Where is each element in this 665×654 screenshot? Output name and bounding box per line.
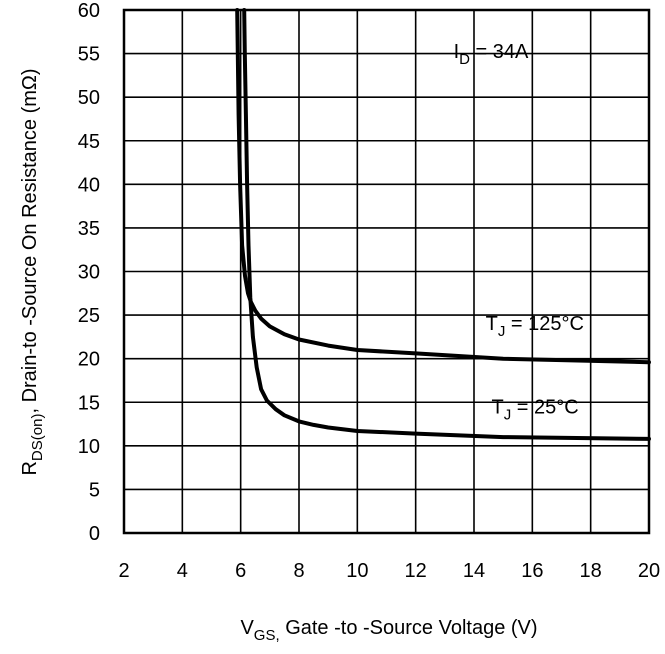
x-tick-label: 20: [638, 560, 660, 582]
annotation-main: I: [454, 41, 460, 63]
x-axis-label-sub: GS,: [254, 627, 280, 644]
y-tick-label: 5: [89, 479, 100, 501]
x-axis-label-main: V: [240, 617, 254, 639]
x-tick-label: 2: [118, 560, 129, 582]
plot-frame: [122, 8, 651, 535]
y-axis-label-rest: , Drain-to -Source On Resistance (mΩ): [19, 68, 41, 413]
y-tick-label: 50: [78, 87, 100, 109]
y-tick-label: 40: [78, 174, 100, 196]
y-axis-label-main: R: [19, 461, 41, 475]
annotation-0: ID = 34A: [454, 41, 529, 68]
y-tick-label: 25: [78, 305, 100, 327]
annotation-rest: = 25°C: [511, 397, 578, 419]
y-tick-label: 35: [78, 218, 100, 240]
x-tick-label: 16: [521, 560, 543, 582]
x-axis-label-rest: Gate -to -Source Voltage (V): [280, 617, 538, 639]
series-lines: [235, 8, 651, 441]
x-tick-label: 12: [405, 560, 427, 582]
x-tick-label: 4: [177, 560, 188, 582]
y-tick-label: 15: [78, 392, 100, 414]
y-tick-label: 45: [78, 131, 100, 153]
annotation-sub: D: [459, 51, 470, 68]
annotation-main: T: [486, 313, 498, 335]
grid-lines: [123, 9, 650, 534]
annotation-1: TJ = 125°C: [486, 313, 584, 340]
series-line-1: [242, 8, 651, 441]
annotation-main: T: [492, 397, 504, 419]
x-tick-label: 14: [463, 560, 485, 582]
annotation-rest: = 125°C: [505, 313, 584, 335]
annotation-2: TJ = 25°C: [492, 397, 579, 424]
series-line-0: [235, 8, 651, 365]
x-tick-label: 10: [346, 560, 368, 582]
y-tick-label: 30: [78, 262, 100, 284]
y-axis-label: RDS(on), Drain-to -Source On Resistance …: [19, 68, 46, 475]
x-tick-labels: 2 4 6 8 10 12 14 16 18 20: [118, 560, 660, 582]
annotation-rest: = 34A: [470, 41, 529, 63]
annotation-sub: J: [504, 407, 512, 424]
x-tick-label: 8: [293, 560, 304, 582]
y-axis-label-sub: DS(on): [29, 414, 46, 462]
x-tick-label: 6: [235, 560, 246, 582]
x-axis-label: VGS, Gate -to -Source Voltage (V): [240, 617, 537, 644]
x-tick-label: 18: [580, 560, 602, 582]
y-tick-label: 20: [78, 349, 100, 371]
annotation-sub: J: [498, 323, 506, 340]
y-tick-label: 55: [78, 44, 100, 66]
y-tick-label: 0: [89, 523, 100, 545]
y-tick-label: 60: [78, 0, 100, 22]
y-tick-labels: 0 5 10 15 20 25 30 35 40 45 50 55 60: [78, 0, 100, 545]
y-tick-label: 10: [78, 436, 100, 458]
